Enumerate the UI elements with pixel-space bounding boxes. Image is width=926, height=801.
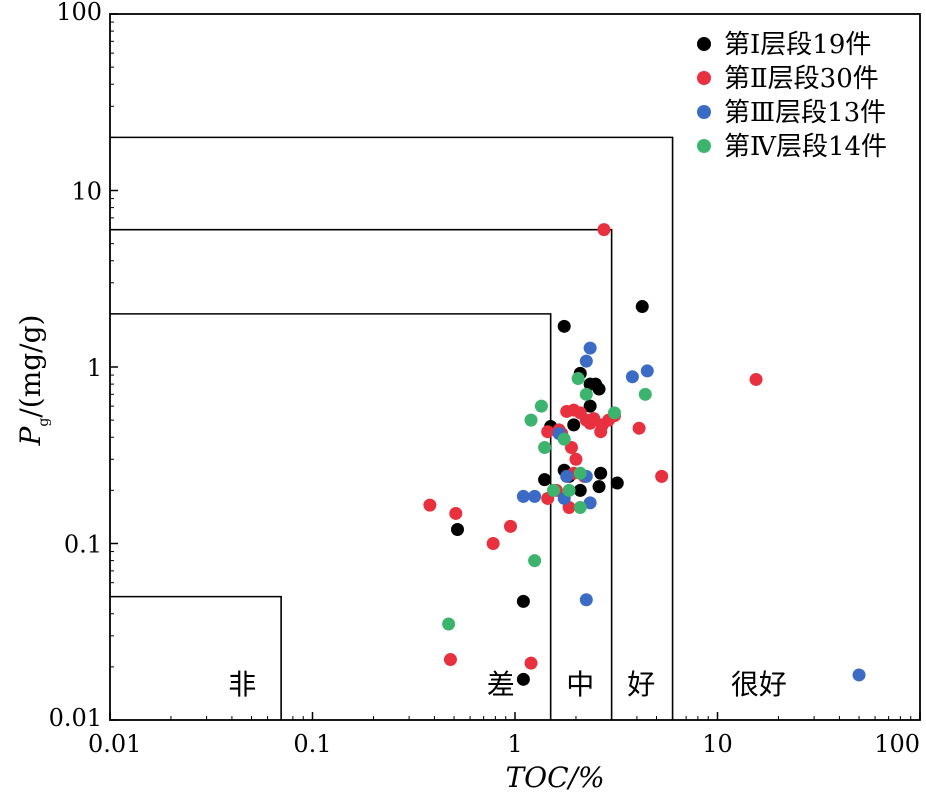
data-point-series-2 <box>573 406 587 420</box>
data-point-series-1 <box>573 483 587 497</box>
data-point-series-1 <box>557 319 571 333</box>
data-point-series-4 <box>524 413 538 427</box>
data-point-series-4 <box>571 372 585 386</box>
y-axis-title-sub: g <box>36 418 52 427</box>
data-point-series-4 <box>608 406 622 420</box>
data-point-series-1 <box>583 399 597 413</box>
data-point-series-3 <box>640 364 654 378</box>
data-point-series-2 <box>449 506 463 520</box>
regions-layer: 非 差 中好 很好 <box>110 136 787 720</box>
legend-label-4: 第Ⅳ层段14件 <box>724 132 887 162</box>
data-point-series-2 <box>423 498 437 512</box>
data-point-series-1 <box>567 418 581 432</box>
data-point-series-1 <box>516 672 530 686</box>
data-point-series-4 <box>442 617 456 631</box>
data-point-series-3 <box>583 341 597 355</box>
legend-marker-3 <box>697 105 711 119</box>
data-point-series-2 <box>503 519 517 533</box>
data-point-series-1 <box>592 382 606 396</box>
data-point-series-4 <box>538 440 552 454</box>
data-points <box>423 223 866 686</box>
data-point-series-2 <box>524 656 538 670</box>
data-point-series-2 <box>597 223 611 237</box>
x-tick-label: 100 <box>874 730 920 758</box>
data-point-series-4 <box>562 483 576 497</box>
x-tick-label: 1 <box>507 730 522 758</box>
data-point-series-3 <box>528 489 542 503</box>
legend-marker-2 <box>697 71 711 85</box>
data-point-series-2 <box>541 425 555 439</box>
data-point-series-3 <box>560 469 574 483</box>
data-point-series-2 <box>569 452 583 466</box>
data-point-series-1 <box>594 466 608 480</box>
y-axis-title-main: P <box>14 425 47 446</box>
data-point-series-3 <box>852 668 866 682</box>
legend-label-2: 第Ⅱ层段30件 <box>724 64 879 94</box>
data-point-series-1 <box>592 480 606 494</box>
data-point-series-3 <box>516 489 530 503</box>
data-point-series-2 <box>594 425 608 439</box>
region-label-4: 好 <box>627 668 655 701</box>
legend-marker-1 <box>697 37 711 51</box>
legend-marker-4 <box>697 139 711 153</box>
x-tick-label: 0.1 <box>293 730 331 758</box>
data-point-series-1 <box>635 300 649 314</box>
region-boundary-1 <box>110 595 282 720</box>
data-point-series-4 <box>534 399 548 413</box>
data-point-series-2 <box>486 537 500 550</box>
data-point-series-4 <box>579 387 593 401</box>
data-point-series-3 <box>583 496 597 510</box>
data-point-series-4 <box>528 554 542 568</box>
region-label-5: 很好 <box>731 668 787 701</box>
data-point-series-2 <box>655 469 669 483</box>
data-point-series-4 <box>573 500 587 514</box>
region-boundary-4 <box>110 136 674 720</box>
data-point-series-2 <box>632 421 646 435</box>
region-boundary-3 <box>110 228 613 720</box>
y-axis-title-rest: /(mg/g) <box>14 315 47 418</box>
data-point-series-2 <box>749 372 763 386</box>
data-point-series-2 <box>443 653 457 667</box>
data-point-series-4 <box>557 432 571 446</box>
y-tick-label: 100 <box>56 0 102 26</box>
y-tick-label: 1 <box>87 354 102 382</box>
x-tick-label: 0.01 <box>88 730 141 758</box>
data-point-series-1 <box>610 476 624 490</box>
data-point-series-1 <box>516 594 530 608</box>
data-point-series-3 <box>579 354 593 368</box>
data-point-series-4 <box>638 387 652 401</box>
data-point-series-4 <box>547 483 561 497</box>
data-point-series-3 <box>579 593 593 607</box>
data-point-series-1 <box>450 523 464 537</box>
y-tick-label: 10 <box>71 178 102 206</box>
axis-ticks: 0.01 0.1 1 10 100 0.01 0.1 1 10 100 <box>49 0 921 758</box>
y-axis-title: Pg/(mg/g) <box>14 315 52 447</box>
y-tick-label: 0.1 <box>64 531 102 559</box>
x-axis-title: TOC/% <box>505 761 604 794</box>
legend-label-3: 第Ⅲ层段13件 <box>724 98 886 128</box>
x-tick-label: 10 <box>702 730 733 758</box>
region-label-1: 非 <box>228 668 256 701</box>
y-tick-label: 0.01 <box>49 704 102 732</box>
data-point-series-1 <box>538 473 552 487</box>
region-boundary-2 <box>110 313 552 720</box>
region-label-3: 中 <box>566 668 594 701</box>
legend-label-1: 第Ⅰ层段19件 <box>724 30 871 60</box>
region-label-2: 差 <box>487 668 515 701</box>
data-point-series-3 <box>625 370 639 384</box>
data-point-series-4 <box>573 466 587 480</box>
